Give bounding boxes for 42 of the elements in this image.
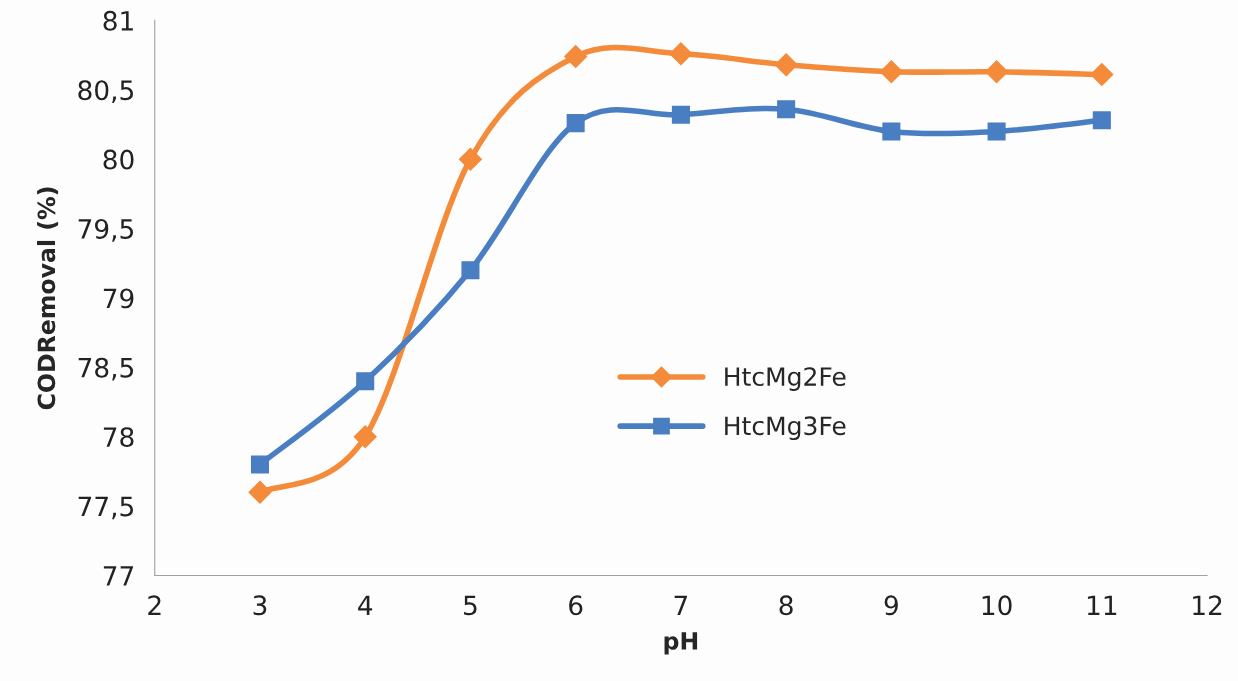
x-tick-label: 12 (1193, 595, 1222, 615)
point (458, 147, 482, 171)
y-axis-title: CODRemoval (%) (37, 187, 59, 410)
y-tick-label: 78,5 (78, 357, 133, 381)
x-tick-label: 3 (253, 595, 267, 616)
point (461, 261, 480, 280)
y-tick-label: 81 (103, 10, 133, 31)
x-tick-label: 6 (569, 595, 583, 616)
x-tick-label: 10 (982, 595, 1012, 616)
point (353, 425, 377, 449)
point (669, 42, 693, 66)
legend-label: HtcMg3Fe (725, 416, 846, 441)
x-tick-label: 2 (148, 595, 161, 615)
point (777, 100, 796, 119)
x-tick-label: 4 (358, 595, 373, 615)
point (248, 480, 272, 504)
legend-label: HtcMg2Fe (725, 367, 846, 391)
y-tick-label: 80,5 (78, 80, 133, 103)
x-tick-label: 9 (884, 595, 898, 616)
y-tick-label: 80 (103, 149, 134, 170)
point (774, 53, 798, 77)
point (356, 372, 375, 391)
point (882, 122, 901, 141)
point (1090, 63, 1114, 87)
y-tick-label: 79,5 (78, 219, 133, 242)
point (879, 60, 903, 84)
point (1092, 111, 1111, 130)
point (987, 122, 1006, 141)
x-tick-label: 5 (464, 595, 477, 616)
x-tick-label: 7 (674, 595, 688, 615)
point (985, 60, 1009, 84)
x-tick-label: 8 (779, 595, 793, 616)
point (671, 105, 690, 124)
x-tick-label: 11 (1087, 595, 1117, 615)
y-tick-label: 77,5 (78, 496, 133, 520)
y-tick-label: 79 (103, 288, 134, 309)
point (566, 114, 585, 133)
point (564, 45, 588, 69)
x-axis-title: pH (664, 632, 698, 655)
point (250, 455, 270, 474)
y-tick-label: 77 (103, 566, 134, 586)
y-tick-label: 78 (103, 427, 134, 448)
